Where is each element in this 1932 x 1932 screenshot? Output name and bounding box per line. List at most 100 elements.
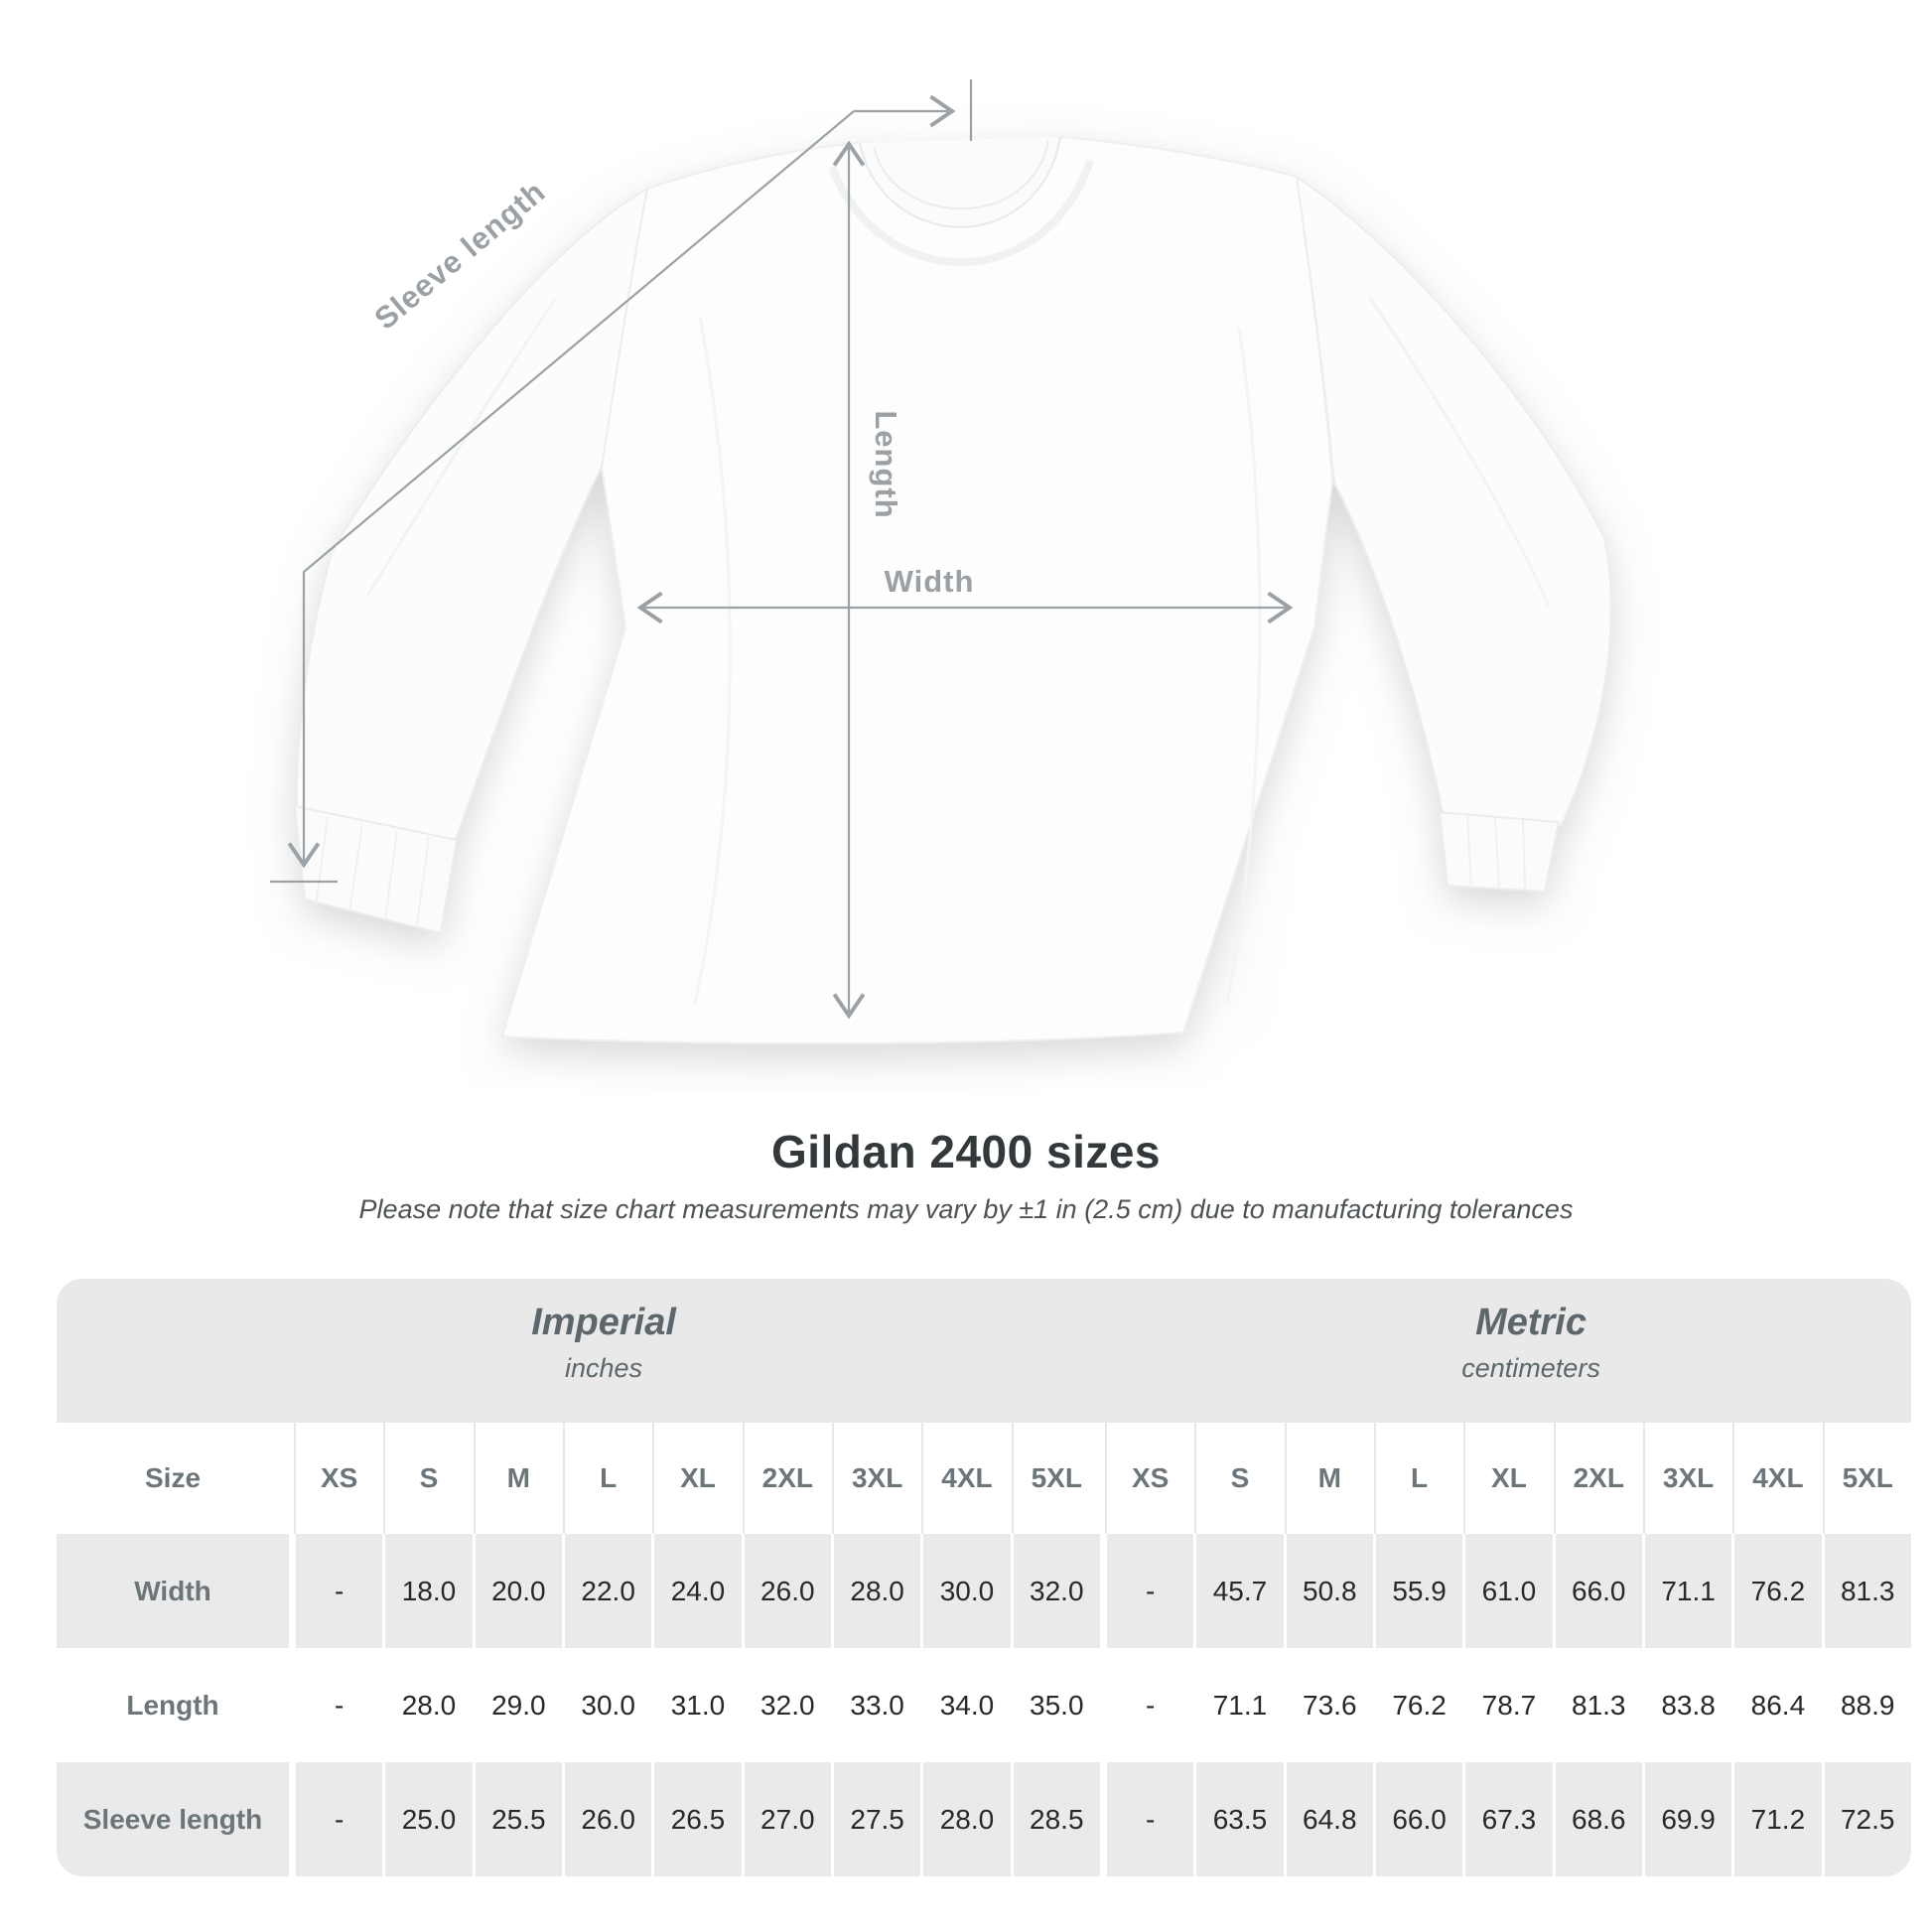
shirt-illustration — [293, 135, 1612, 1045]
size-header-metric: XL — [1465, 1423, 1553, 1534]
shirt-collar — [859, 136, 1061, 228]
value-cell-imperial: 18.0 — [385, 1534, 473, 1648]
shirt-right-cuff — [1438, 810, 1561, 894]
size-column-header: Size — [57, 1423, 289, 1534]
fold-line — [1225, 327, 1262, 1004]
value-cell-imperial: 24.0 — [654, 1534, 742, 1648]
value-cell-imperial: 30.0 — [923, 1534, 1011, 1648]
value-cell-metric: 45.7 — [1196, 1534, 1284, 1648]
value-cell-imperial: - — [296, 1534, 383, 1648]
value-cell-metric: 61.0 — [1465, 1534, 1553, 1648]
value-cell-metric: 66.0 — [1375, 1762, 1463, 1876]
size-header-metric: M — [1286, 1423, 1373, 1534]
size-header-imperial: 5XL — [1013, 1423, 1100, 1534]
value-cell-metric: 88.9 — [1824, 1648, 1911, 1762]
value-cell-metric: 64.8 — [1286, 1762, 1373, 1876]
shirt-right-sleeve — [1295, 174, 1612, 828]
metric-group-unit: centimeters — [1461, 1353, 1600, 1383]
cuff-ribs — [1466, 814, 1526, 891]
length-label: Length — [869, 410, 903, 518]
size-header-metric: S — [1196, 1423, 1284, 1534]
value-cell-imperial: 25.0 — [385, 1762, 473, 1876]
value-cell-imperial: 35.0 — [1013, 1648, 1100, 1762]
size-header-metric: L — [1375, 1423, 1463, 1534]
value-cell-imperial: 28.0 — [923, 1762, 1011, 1876]
value-cell-imperial: 22.0 — [564, 1534, 652, 1648]
size-header-metric: 5XL — [1824, 1423, 1911, 1534]
value-cell-metric: - — [1106, 1534, 1194, 1648]
size-header-imperial: 3XL — [833, 1423, 921, 1534]
value-cell-metric: 78.7 — [1465, 1648, 1553, 1762]
value-cell-metric: 71.1 — [1196, 1648, 1284, 1762]
value-cell-imperial: 28.5 — [1013, 1762, 1100, 1876]
sleeve-length-measure-line — [287, 110, 855, 869]
row-label: Length — [57, 1648, 289, 1762]
page-subtitle: Please note that size chart measurements… — [358, 1194, 1574, 1224]
value-cell-imperial: 33.0 — [833, 1648, 921, 1762]
value-cell-imperial: 30.0 — [564, 1648, 652, 1762]
size-header-imperial: 2XL — [744, 1423, 831, 1534]
value-cell-imperial: 26.5 — [654, 1762, 742, 1876]
value-cell-metric: 50.8 — [1286, 1534, 1373, 1648]
value-cell-metric: - — [1106, 1762, 1194, 1876]
value-cell-metric: - — [1106, 1648, 1194, 1762]
value-cell-metric: 67.3 — [1465, 1762, 1553, 1876]
fold-line — [1368, 297, 1551, 607]
value-cell-metric: 81.3 — [1824, 1534, 1911, 1648]
imperial-group-header: Imperial inches — [57, 1302, 1151, 1384]
table-row-width: Width -18.0 20.0 22.0 24.0 26.0 28.0 30.0 32.0-4… — [57, 1534, 1911, 1648]
table-row-sleeve-length: Sleeve length -25.0 25.5 26.0 26.5 27.0 27.5 28… — [57, 1762, 1911, 1876]
value-cell-imperial: 31.0 — [654, 1648, 742, 1762]
value-cell-imperial: - — [296, 1762, 383, 1876]
shirt-left-cuff — [293, 804, 459, 935]
value-cell-metric: 66.0 — [1555, 1534, 1642, 1648]
value-cell-imperial: 28.0 — [385, 1648, 473, 1762]
value-cell-imperial: 34.0 — [923, 1648, 1011, 1762]
table-row-length: Length -28.0 29.0 30.0 31.0 32.0 33.0 34.0 35.0-… — [57, 1648, 1911, 1762]
metric-group-title: Metric — [1475, 1302, 1587, 1343]
size-header-imperial: 4XL — [923, 1423, 1011, 1534]
value-cell-metric: 73.6 — [1286, 1648, 1373, 1762]
fold-line — [693, 317, 732, 1004]
width-label: Width — [885, 564, 975, 599]
value-cell-imperial: 27.5 — [833, 1762, 921, 1876]
size-header-imperial: XL — [654, 1423, 742, 1534]
value-cell-metric: 71.1 — [1644, 1534, 1732, 1648]
row-label: Sleeve length — [57, 1762, 289, 1876]
size-header-imperial: L — [564, 1423, 652, 1534]
value-cell-metric: 68.6 — [1555, 1762, 1642, 1876]
value-cell-imperial: 32.0 — [1013, 1534, 1100, 1648]
metric-group-header: Metric centimeters — [1151, 1302, 1911, 1384]
value-cell-metric: 86.4 — [1734, 1648, 1822, 1762]
value-cell-metric: 55.9 — [1375, 1534, 1463, 1648]
size-header-metric: 3XL — [1644, 1423, 1732, 1534]
size-header-imperial: M — [475, 1423, 562, 1534]
size-table-rows: Size XS S M L XL 2XL 3XL 4XL 5XL XS S M L XL 2XL 3XL 4XL 5… — [57, 1423, 1911, 1876]
collar-shadow — [828, 159, 1094, 266]
value-cell-imperial: 27.0 — [744, 1762, 831, 1876]
value-cell-metric: 72.5 — [1824, 1762, 1911, 1876]
cuff-ribs — [315, 816, 430, 926]
collar-seam — [873, 140, 1049, 210]
size-header-metric: XS — [1106, 1423, 1194, 1534]
value-cell-imperial: 20.0 — [475, 1534, 562, 1648]
size-header-imperial: XS — [296, 1423, 383, 1534]
value-cell-metric: 71.2 — [1734, 1762, 1822, 1876]
value-cell-imperial: 29.0 — [475, 1648, 562, 1762]
value-cell-metric: 76.2 — [1375, 1648, 1463, 1762]
size-table: Imperial inches Metric centimeters Size X… — [57, 1279, 1911, 1876]
table-unit-band: Imperial inches Metric centimeters — [57, 1279, 1911, 1423]
shirt-measurement-diagram: Sleeve length Length Width — [270, 79, 1612, 1045]
value-cell-imperial: 32.0 — [744, 1648, 831, 1762]
page-title: Gildan 2400 sizes — [770, 1126, 1162, 1177]
value-cell-imperial: - — [296, 1648, 383, 1762]
value-cell-imperial: 26.0 — [744, 1534, 831, 1648]
value-cell-imperial: 26.0 — [564, 1762, 652, 1876]
value-cell-imperial: 25.5 — [475, 1762, 562, 1876]
value-cell-metric: 69.9 — [1644, 1762, 1732, 1876]
table-header-row: Size XS S M L XL 2XL 3XL 4XL 5XL XS S M L XL 2XL 3XL 4XL 5… — [57, 1423, 1911, 1534]
imperial-group-unit: inches — [565, 1353, 643, 1383]
row-label: Width — [57, 1534, 289, 1648]
value-cell-metric: 63.5 — [1196, 1762, 1284, 1876]
